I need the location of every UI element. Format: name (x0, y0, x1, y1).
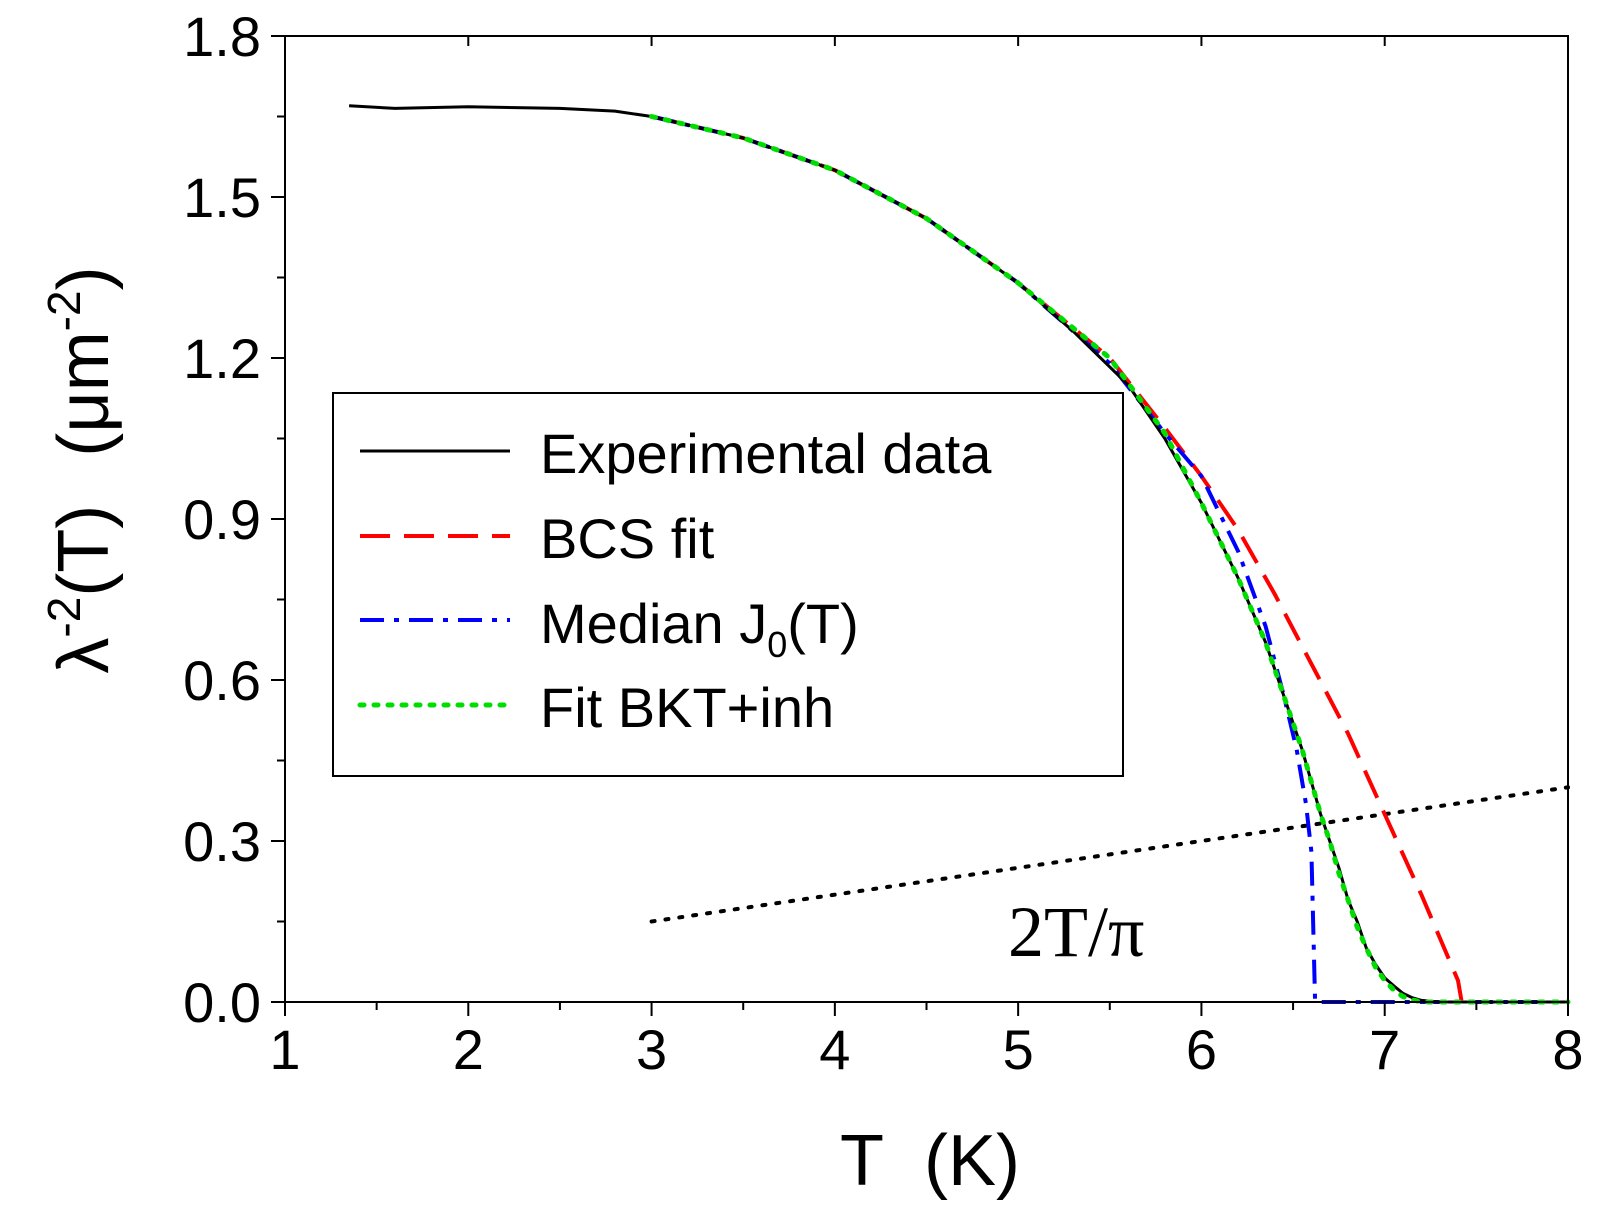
labels-layer: 1 2 3 4 5 6 7 8 0.0 0.3 0.6 0.9 1.2 1.5 1.8 (183, 5, 1583, 1081)
legend-label-bcs: BCS fit (540, 507, 715, 570)
legend-label-median: Median J0(T) (540, 592, 859, 665)
y-axis-title-unit: (μm (44, 331, 124, 456)
legend-label-experimental: Experimental data (540, 422, 992, 485)
x-axis-title: T (K) (840, 1121, 1020, 1201)
y-axis-title-symbol: λ (44, 638, 124, 674)
legend-label-bkt: Fit BKT+inh (540, 676, 834, 739)
legend-median-base: Median J (540, 592, 767, 655)
legend-median-tail: (T) (787, 592, 859, 655)
series-layer (349, 104, 1571, 1005)
x-axis-title-symbol: T (840, 1121, 884, 1201)
y-axis-title: λ-2(T)(μm-2) (38, 266, 124, 673)
y-axis-title-unit-exponent: -2 (38, 290, 90, 331)
legend-box (332, 392, 1124, 777)
y-axis-title-unit-close: ) (44, 266, 124, 290)
y-axis-title-arg: (T) (44, 505, 124, 597)
series-line-2 (651, 114, 1568, 1004)
y-axis-title-exponent: -2 (38, 597, 90, 638)
legend: Experimental data BCS fit Median J0(T) F… (332, 392, 1124, 777)
series-line-4 (649, 785, 1570, 924)
x-tick-label-7: 8 (1552, 1018, 1583, 1081)
x-tick-label-3: 4 (819, 1018, 850, 1081)
series-line-3 (649, 114, 1571, 1005)
x-tick-label-1: 2 (453, 1018, 484, 1081)
annotation-2t-over-pi: 2T/π (1008, 892, 1144, 972)
y-tick-label-0: 0.0 (183, 971, 261, 1034)
y-tick-label-6: 1.8 (183, 5, 261, 68)
y-tick-label-1: 0.3 (183, 810, 261, 873)
y-tick-label-2: 0.6 (183, 649, 261, 712)
x-tick-label-0: 1 (269, 1018, 300, 1081)
y-tick-label-5: 1.5 (183, 166, 261, 229)
legend-swatches (357, 449, 513, 708)
x-tick-label-4: 5 (1003, 1018, 1034, 1081)
y-tick-label-4: 1.2 (183, 327, 261, 390)
x-tick-label-6: 7 (1369, 1018, 1400, 1081)
ticks-layer (271, 35, 1569, 1016)
x-axis-title-unit: (K) (924, 1121, 1020, 1201)
legend-median-subscript: 0 (767, 624, 787, 665)
x-tick-label-5: 6 (1186, 1018, 1217, 1081)
x-tick-label-2: 3 (636, 1018, 667, 1081)
series-line-1 (651, 114, 1464, 1003)
y-tick-label-3: 0.9 (183, 488, 261, 551)
